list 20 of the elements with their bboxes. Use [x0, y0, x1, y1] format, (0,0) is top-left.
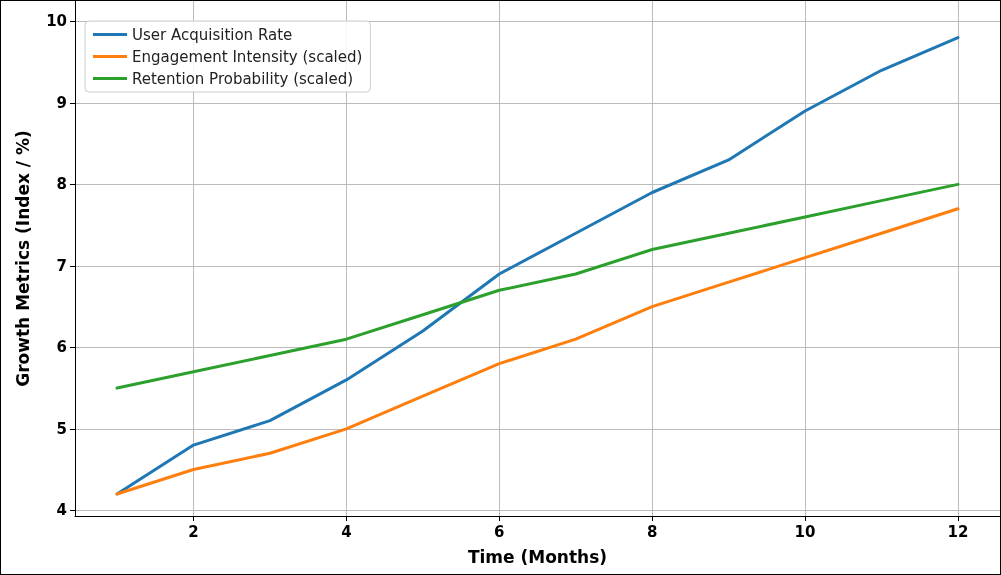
x-tick-label: 8: [646, 522, 658, 541]
x-tick-label: 12: [947, 522, 969, 541]
line-series: [115, 207, 960, 496]
x-axis-title: Time (Months): [467, 546, 608, 567]
y-tick-label: 8: [56, 175, 67, 194]
x-tick-label: 2: [188, 522, 199, 541]
y-tick-label: 6: [56, 338, 67, 357]
line-series: [115, 182, 960, 390]
y-axis-title: Growth Metrics (Index / %): [12, 130, 33, 387]
legend-label: Retention Probability (scaled): [132, 69, 354, 88]
legend-label: Engagement Intensity (scaled): [132, 47, 363, 66]
x-tick-label: 10: [794, 522, 816, 541]
y-tick-label: 10: [46, 12, 67, 31]
y-tick-label: 4: [56, 501, 67, 520]
y-tick-label: 9: [56, 93, 67, 112]
y-tick-label: 5: [56, 419, 67, 438]
y-tick-label: 7: [56, 256, 67, 275]
x-tick-label: 4: [341, 522, 352, 541]
legend-label: User Acquisition Rate: [132, 25, 293, 44]
x-tick-label: 6: [494, 522, 505, 541]
